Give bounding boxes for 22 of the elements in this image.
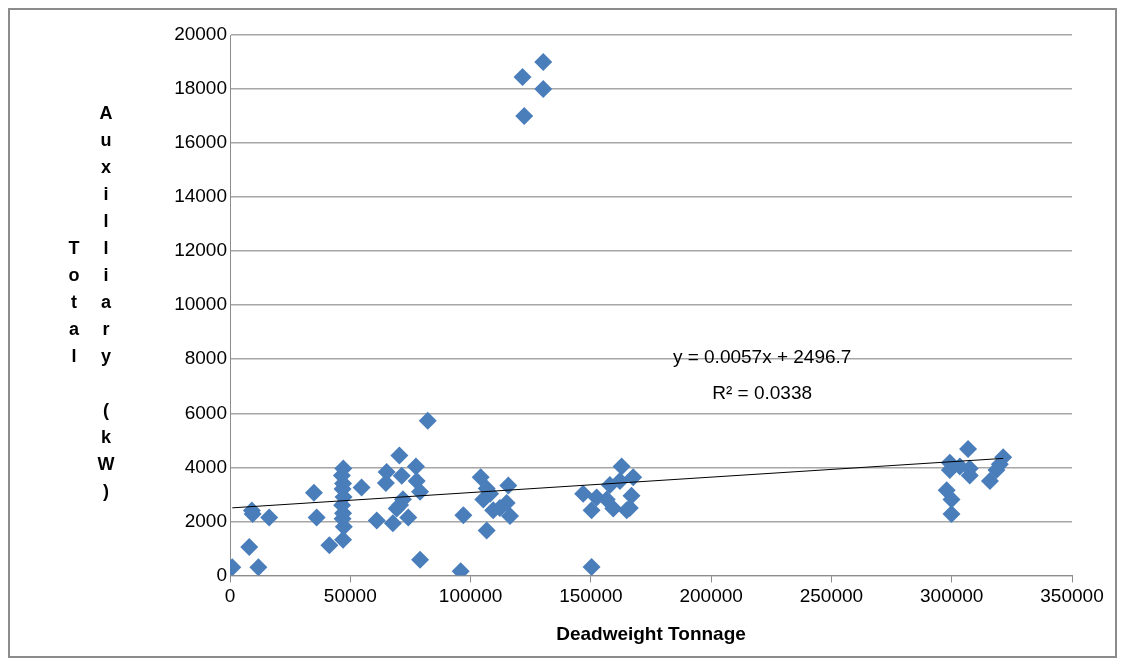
x-tick-label: 50000 xyxy=(323,585,377,607)
y-tick-label: 6000 xyxy=(184,401,227,423)
y-tick-label: 12000 xyxy=(174,239,227,261)
x-tick-label: 250000 xyxy=(799,585,864,607)
x-tick-label: 100000 xyxy=(438,585,503,607)
y-tick-label: 20000 xyxy=(174,23,227,45)
y-tick-label: 18000 xyxy=(174,77,227,99)
annotation: y = 0.0057x + 2496.7 xyxy=(672,345,852,367)
y-tick-label: 0 xyxy=(216,563,227,585)
x-tick-label: 150000 xyxy=(559,585,623,607)
y-axis-title: Total Auxilliary (kW) xyxy=(64,102,116,508)
y-tick-label: 4000 xyxy=(184,455,227,477)
annotation: R² = 0.0338 xyxy=(712,381,813,403)
y-tick-label: 16000 xyxy=(174,131,227,153)
y-tick-label: 2000 xyxy=(184,509,227,531)
x-tick-label: 350000 xyxy=(1040,585,1104,607)
x-tick-label: 300000 xyxy=(920,585,984,607)
y-tick-label: 8000 xyxy=(184,347,227,369)
x-tick-label: 200000 xyxy=(679,585,743,607)
y-tick-label: 10000 xyxy=(174,293,227,315)
y-tick-label: 14000 xyxy=(174,185,227,207)
x-axis-title: Deadweight Tonnage xyxy=(556,622,746,644)
